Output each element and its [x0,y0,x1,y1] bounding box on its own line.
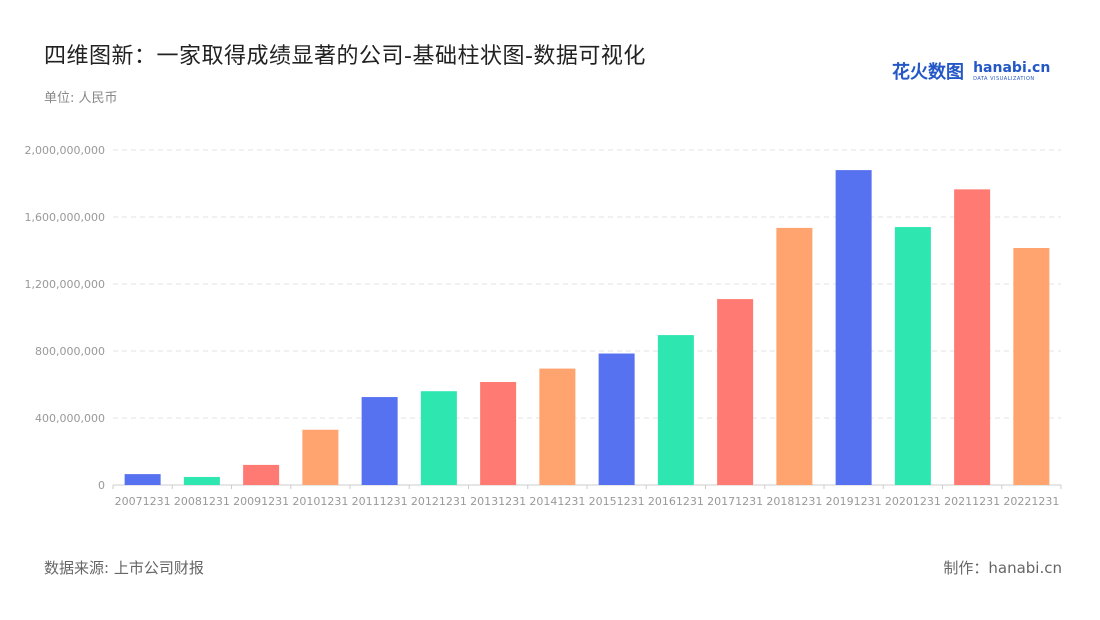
x-tick-label: 20191231 [826,495,882,508]
logo-cn-text: 花火数图 [892,62,964,83]
x-tick-label: 20121231 [411,495,467,508]
x-tick-label: 20131231 [470,495,526,508]
bar-20161231 [657,335,694,485]
bar-20181231 [776,227,813,485]
x-tick-label: 20081231 [174,495,230,508]
x-tick-label: 20201231 [885,495,941,508]
y-tick-label: 400,000,000 [35,412,105,425]
y-tick-label: 2,000,000,000 [25,144,105,157]
chart-title: 四维图新：一家取得成绩显著的公司-基础柱状图-数据可视化 [44,44,646,69]
unit-label: 单位: 人民币 [44,91,118,106]
brand-logo: 花火数图 hanabi.cn DATA VISUALIZATION [892,58,1050,88]
x-tick-label: 20181231 [766,495,822,508]
bar-20141231 [539,368,576,485]
bar-20101231 [302,429,339,485]
logo-en-text: hanabi.cn [973,59,1051,76]
y-tick-label: 0 [98,479,105,492]
bar-20201231 [894,227,931,486]
x-tick-label: 20101231 [292,495,348,508]
bar-20131231 [480,381,517,485]
x-tick-label: 20211231 [944,495,1000,508]
x-tick-label: 20171231 [707,495,763,508]
bar-20081231 [183,476,220,485]
y-tick-label: 1,600,000,000 [25,211,105,224]
bar-20151231 [598,353,635,485]
data-source: 数据来源: 上市公司财报 [44,559,204,577]
x-tick-label: 20151231 [589,495,645,508]
logo-en-block: hanabi.cn DATA VISUALIZATION [973,61,1050,82]
y-tick-label: 1,200,000,000 [25,278,105,291]
bar-20211231 [954,189,991,486]
bar-20071231 [124,474,161,485]
maker-credit: 制作：hanabi.cn [943,559,1062,577]
bar-20121231 [420,391,457,485]
bar-20091231 [243,464,280,485]
logo-sub-text: DATA VISUALIZATION [973,75,1035,82]
x-tick-label: 20111231 [352,495,408,508]
x-tick-label: 20071231 [115,495,171,508]
y-tick-label: 800,000,000 [35,345,105,358]
bar-20221231 [1013,247,1050,485]
x-tick-label: 20221231 [1003,495,1059,508]
x-tick-label: 20091231 [233,495,289,508]
x-tick-label: 20141231 [529,495,585,508]
x-tick-label: 20161231 [648,495,704,508]
bar-20111231 [361,397,398,485]
bar-20171231 [717,299,754,485]
bar-20191231 [835,170,872,485]
